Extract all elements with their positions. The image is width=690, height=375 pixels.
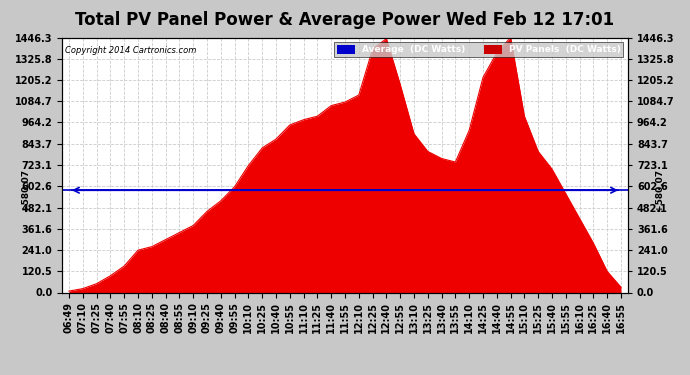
Text: +580.07: +580.07 [655, 169, 664, 211]
Text: Copyright 2014 Cartronics.com: Copyright 2014 Cartronics.com [65, 46, 196, 56]
Legend: Average  (DC Watts), PV Panels  (DC Watts): Average (DC Watts), PV Panels (DC Watts) [334, 42, 623, 57]
Text: Total PV Panel Power & Average Power Wed Feb 12 17:01: Total PV Panel Power & Average Power Wed… [75, 11, 615, 29]
Text: +580.07: +580.07 [21, 169, 30, 211]
